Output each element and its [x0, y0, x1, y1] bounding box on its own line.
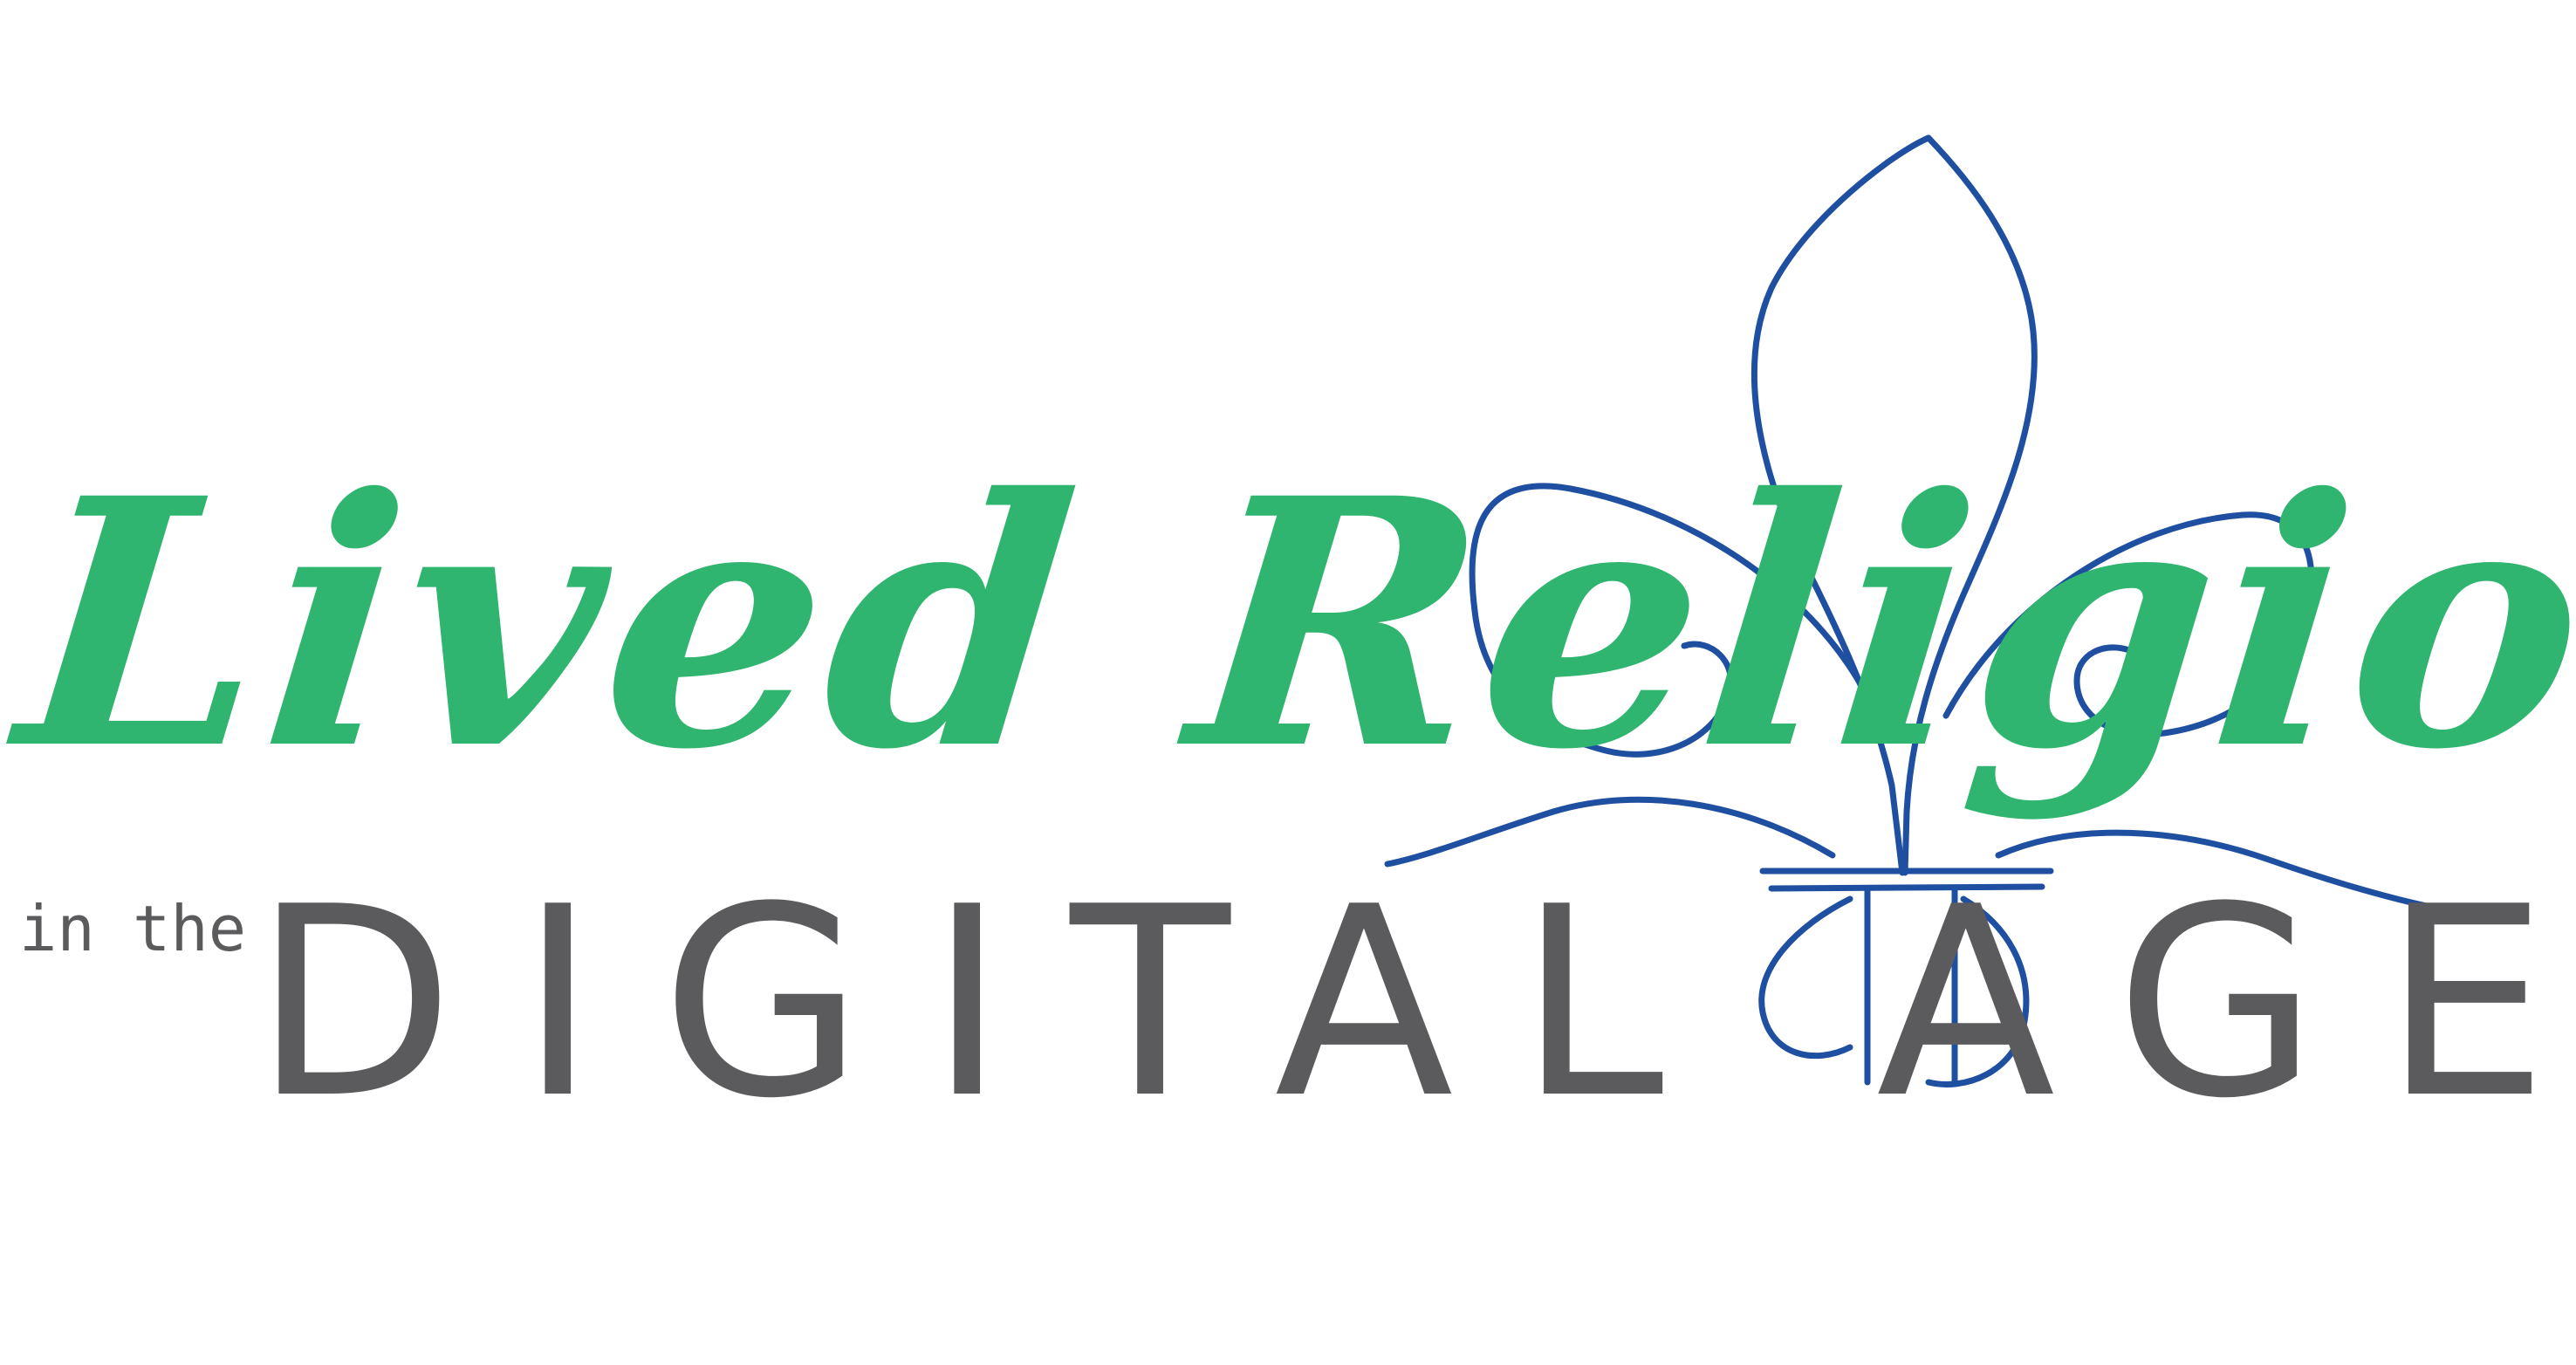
logo-subtitle: DIGITAL AGE: [253, 851, 2576, 1156]
logo-title: Lived Religion: [5, 424, 2576, 824]
logo-prefix: in the: [19, 892, 247, 965]
